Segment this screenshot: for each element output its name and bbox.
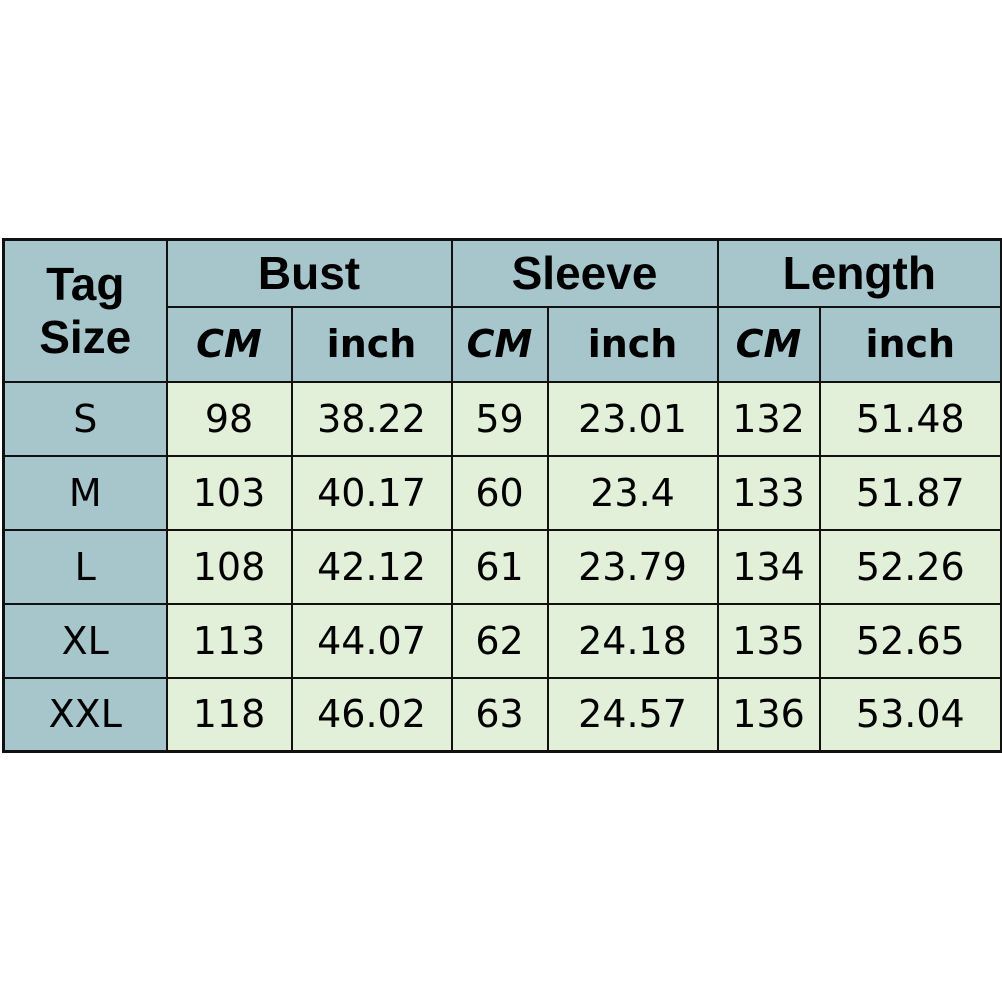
table-row: M 103 40.17 60 23.4 133 51.87 bbox=[2, 454, 1002, 531]
table-row: XXL 118 46.02 63 24.57 136 53.04 bbox=[2, 676, 1002, 753]
bust-header: Bust bbox=[165, 238, 453, 308]
value-cell: 103 bbox=[165, 454, 293, 531]
size-chart-table: Tag Size Bust Sleeve Length CM inch CM in… bbox=[2, 238, 1002, 753]
size-cell: M bbox=[2, 454, 168, 531]
unit-header: inch bbox=[290, 305, 453, 383]
value-cell: 23.79 bbox=[546, 528, 719, 605]
value-cell: 23.01 bbox=[546, 380, 719, 457]
value-cell: 24.18 bbox=[546, 602, 719, 679]
value-cell: 132 bbox=[716, 380, 821, 457]
value-cell: 134 bbox=[716, 528, 821, 605]
value-cell: 44.07 bbox=[290, 602, 453, 679]
value-cell: 42.12 bbox=[290, 528, 453, 605]
value-cell: 23.4 bbox=[546, 454, 719, 531]
value-cell: 98 bbox=[165, 380, 293, 457]
value-cell: 40.17 bbox=[290, 454, 453, 531]
value-cell: 53.04 bbox=[818, 676, 1002, 753]
unit-header: CM bbox=[165, 305, 293, 383]
value-cell: 24.57 bbox=[546, 676, 719, 753]
tag-size-header: Tag Size bbox=[2, 238, 168, 383]
sleeve-header: Sleeve bbox=[450, 238, 719, 308]
size-cell: XL bbox=[2, 602, 168, 679]
table-row: XL 113 44.07 62 24.18 135 52.65 bbox=[2, 602, 1002, 679]
value-cell: 133 bbox=[716, 454, 821, 531]
value-cell: 118 bbox=[165, 676, 293, 753]
value-cell: 46.02 bbox=[290, 676, 453, 753]
tag-label: Tag bbox=[46, 257, 125, 310]
size-label: Size bbox=[39, 310, 132, 363]
size-cell: XXL bbox=[2, 676, 168, 753]
size-cell: L bbox=[2, 528, 168, 605]
value-cell: 113 bbox=[165, 602, 293, 679]
header-row-groups: Tag Size Bust Sleeve Length bbox=[2, 238, 1002, 383]
value-cell: 136 bbox=[716, 676, 821, 753]
table-row: L 108 42.12 61 23.79 134 52.26 bbox=[2, 528, 1002, 605]
value-cell: 61 bbox=[450, 528, 549, 605]
value-cell: 60 bbox=[450, 454, 549, 531]
value-cell: 51.48 bbox=[818, 380, 1002, 457]
value-cell: 51.87 bbox=[818, 454, 1002, 531]
value-cell: 59 bbox=[450, 380, 549, 457]
table-row: S 98 38.22 59 23.01 132 51.48 bbox=[2, 380, 1002, 457]
size-cell: S bbox=[2, 380, 168, 457]
value-cell: 38.22 bbox=[290, 380, 453, 457]
value-cell: 62 bbox=[450, 602, 549, 679]
value-cell: 52.26 bbox=[818, 528, 1002, 605]
unit-header: CM bbox=[450, 305, 549, 383]
value-cell: 52.65 bbox=[818, 602, 1002, 679]
value-cell: 135 bbox=[716, 602, 821, 679]
value-cell: 108 bbox=[165, 528, 293, 605]
length-header: Length bbox=[716, 238, 1002, 308]
unit-header: CM bbox=[716, 305, 821, 383]
header-row-units: CM inch CM inch CM inch bbox=[4, 305, 1002, 383]
unit-header: inch bbox=[818, 305, 1002, 383]
value-cell: 63 bbox=[450, 676, 549, 753]
unit-header: inch bbox=[546, 305, 719, 383]
